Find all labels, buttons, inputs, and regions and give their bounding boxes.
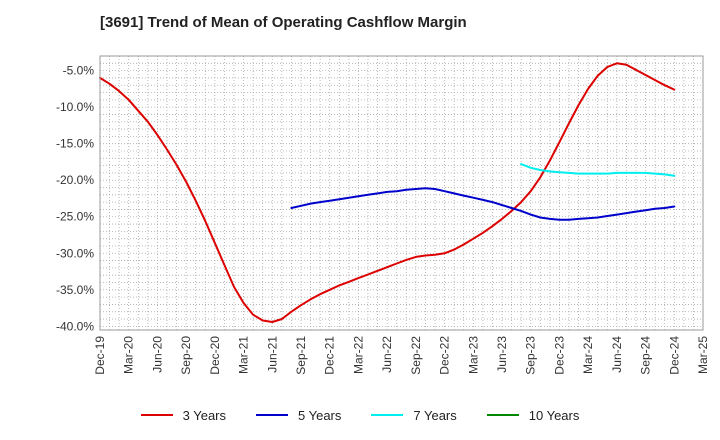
x-tick-label: Dec-19 [93,336,107,375]
y-tick-label: -15.0% [56,137,94,151]
y-tick-label: -10.0% [56,100,94,114]
y-tick-label: -35.0% [56,283,94,297]
x-tick-label: Mar-21 [237,336,251,374]
x-tick-label: Jun-21 [265,336,279,373]
legend-item: 7 Years [371,407,457,423]
legend-label: 5 Years [298,407,342,423]
legend-item: 3 Years [140,407,226,423]
x-tick-label: Mar-22 [351,336,365,374]
legend-label: 10 Years [528,407,580,423]
x-tick-label: Sep-21 [294,336,308,375]
x-tick-label: Jun-24 [610,336,624,373]
x-tick-label: Mar-20 [122,336,136,374]
x-tick-label: Jun-22 [380,336,394,373]
series-line-5-years [290,187,676,221]
legend-label: 3 Years [182,407,226,423]
legend-swatch [256,414,288,416]
series-lines [99,62,676,323]
x-tick-label: Dec-21 [323,336,337,375]
line-chart: -5.0% -10.0% -15.0% -20.0% -25.0% -30.0% -35.0… [56,55,710,375]
x-tick-label: Sep-23 [524,336,538,375]
legend-item: 10 Years [486,407,580,423]
y-axis-ticks: -5.0% -10.0% -15.0% -20.0% -25.0% -30.0% -35.0… [56,64,94,334]
legend-item: 5 Years [256,408,341,423]
y-tick-label: -5.0% [63,64,95,78]
series-line-7-years [520,163,676,177]
legend-swatch [140,414,173,416]
x-tick-label: Dec-22 [438,336,452,375]
x-tick-label: Jun-20 [150,336,164,373]
plot-frame [99,55,704,331]
y-tick-label: -40.0% [56,319,94,333]
legend-label: 7 Years [413,407,457,423]
series-line-3-years [99,62,676,323]
legend-swatch [486,414,519,416]
x-tick-label: Jun-23 [495,336,509,373]
chart-title: [3691] Trend of Mean of Operating Cashfl… [100,14,467,31]
x-tick-label: Dec-20 [208,336,222,375]
x-tick-label: Mar-23 [466,336,480,374]
x-tick-label: Dec-24 [667,336,681,375]
legend: 3 Years 5 Years 7 Years 10 Years [0,404,720,426]
x-tick-label: Sep-24 [639,336,653,375]
y-tick-label: -30.0% [56,246,94,260]
x-tick-label: Sep-22 [409,336,423,375]
x-tick-label: Dec-23 [552,336,566,375]
x-tick-label: Sep-20 [179,336,193,375]
x-tick-label: Mar-24 [581,336,595,374]
y-tick-label: -20.0% [56,173,94,187]
grid [99,55,704,330]
x-axis-ticks: Dec-19 Mar-20 Jun-20 Sep-20 Dec-20 Mar-21 Jun-… [93,336,710,375]
x-tick-label: Mar-25 [696,336,710,374]
y-tick-label: -25.0% [56,210,94,224]
legend-swatch [371,414,404,416]
